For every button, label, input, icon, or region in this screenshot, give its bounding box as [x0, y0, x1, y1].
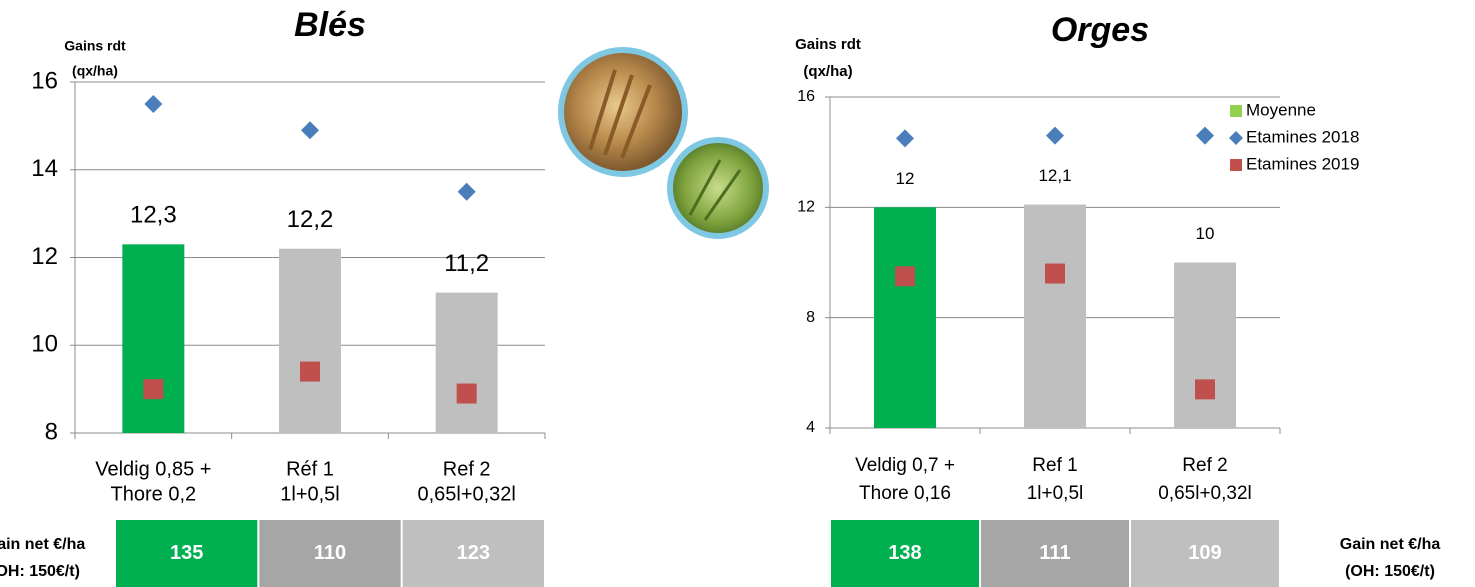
legend-label: Etamines 2018	[1246, 127, 1359, 146]
y-tick-label: 16	[31, 67, 58, 94]
bar	[279, 249, 341, 433]
gain-label: (OH: 150€/t)	[0, 563, 80, 580]
gain-value: 135	[170, 542, 203, 564]
chart-title: Orges	[1051, 11, 1149, 49]
gain-value: 123	[457, 542, 490, 564]
gain-label: Gain net €/ha	[1340, 536, 1441, 553]
gain-value: 110	[314, 542, 346, 564]
x-tick-label: Ref 2	[1182, 455, 1227, 476]
y-tick-label: 10	[31, 331, 58, 358]
illustration	[561, 50, 766, 236]
y-tick-label: 8	[45, 418, 58, 445]
gain-value: 109	[1188, 542, 1221, 564]
page: Blés Gains rdt (qx/ha) 8 10 12 14 16 12,3 12,2 11,…	[0, 0, 1475, 587]
gain-value: 111	[1039, 542, 1070, 564]
legend-marker	[1229, 131, 1243, 145]
y-tick-label: 12	[797, 199, 815, 216]
x-tick-label: 0,65l+0,32l	[1158, 483, 1252, 504]
value-label: 12,3	[130, 202, 177, 229]
x-tick-label: Ref 2	[443, 458, 491, 480]
gain-value: 138	[888, 542, 921, 564]
x-tick-label: Veldig 0,7 +	[855, 455, 955, 476]
square-marker	[143, 379, 163, 399]
x-tick-label: 1l+0,5l	[280, 483, 340, 505]
y-axis-label: Gains rdt	[795, 36, 861, 53]
legend-label: Etamines 2019	[1246, 154, 1359, 173]
square-marker	[1045, 264, 1065, 284]
x-tick-label: 0,65l+0,32l	[417, 483, 515, 505]
x-tick-label: Ref 1	[1032, 455, 1077, 476]
y-tick-label: 12	[31, 243, 58, 270]
value-label: 11,2	[444, 250, 489, 277]
legend-marker	[1230, 105, 1242, 117]
value-label: 12,2	[287, 206, 334, 233]
diamond-marker	[1046, 127, 1064, 145]
legend-label: Moyenne	[1246, 100, 1316, 119]
square-marker	[300, 362, 320, 382]
y-axis-label: (qx/ha)	[72, 63, 118, 79]
diamond-marker	[1196, 127, 1214, 145]
x-tick-label: Veldig 0,85 +	[95, 458, 211, 480]
bar	[122, 244, 184, 433]
value-label: 12	[896, 169, 915, 188]
gain-label: Gain net €/ha	[0, 536, 85, 553]
y-tick-label: 16	[797, 88, 815, 105]
legend-marker	[1230, 159, 1242, 171]
chart-title: Blés	[294, 6, 366, 44]
gain-label: (OH: 150€/t)	[1345, 563, 1435, 580]
x-tick-label: 1l+0,5l	[1027, 483, 1084, 504]
square-marker	[457, 384, 477, 404]
y-axis-label: Gains rdt	[64, 38, 126, 54]
y-tick-label: 14	[31, 155, 58, 182]
diamond-marker	[144, 95, 162, 113]
bar	[1174, 263, 1236, 429]
x-tick-label: Réf 1	[286, 458, 334, 480]
diamond-marker	[458, 183, 476, 201]
bar	[874, 207, 936, 428]
value-label: 12,1	[1038, 166, 1071, 185]
square-marker	[1195, 379, 1215, 399]
chart: Blés Gains rdt (qx/ha) 8 10 12 14 16 12,3 12,2 11,…	[0, 0, 1475, 587]
y-tick-label: 8	[806, 309, 815, 326]
y-tick-label: 4	[806, 419, 815, 436]
square-marker	[895, 266, 915, 286]
diamond-marker	[301, 121, 319, 139]
bar	[436, 293, 498, 433]
x-tick-label: Thore 0,2	[111, 483, 197, 505]
diamond-marker	[896, 129, 914, 147]
y-axis-label: (qx/ha)	[803, 63, 852, 80]
value-label: 10	[1196, 224, 1215, 243]
x-tick-label: Thore 0,16	[859, 483, 951, 504]
bar	[1024, 205, 1086, 428]
